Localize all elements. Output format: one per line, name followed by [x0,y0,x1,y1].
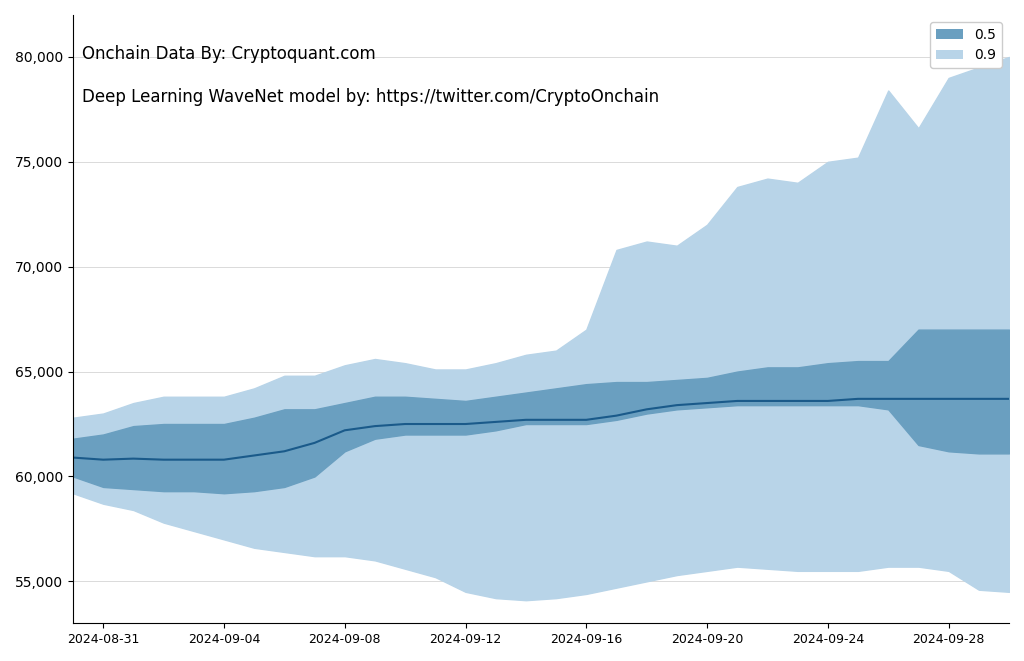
Text: Onchain Data By: Cryptoquant.com: Onchain Data By: Cryptoquant.com [82,46,376,63]
Text: Deep Learning WaveNet model by: https://twitter.com/CryptoOnchain: Deep Learning WaveNet model by: https://… [82,88,659,106]
Legend: 0.5, 0.9: 0.5, 0.9 [930,22,1002,68]
